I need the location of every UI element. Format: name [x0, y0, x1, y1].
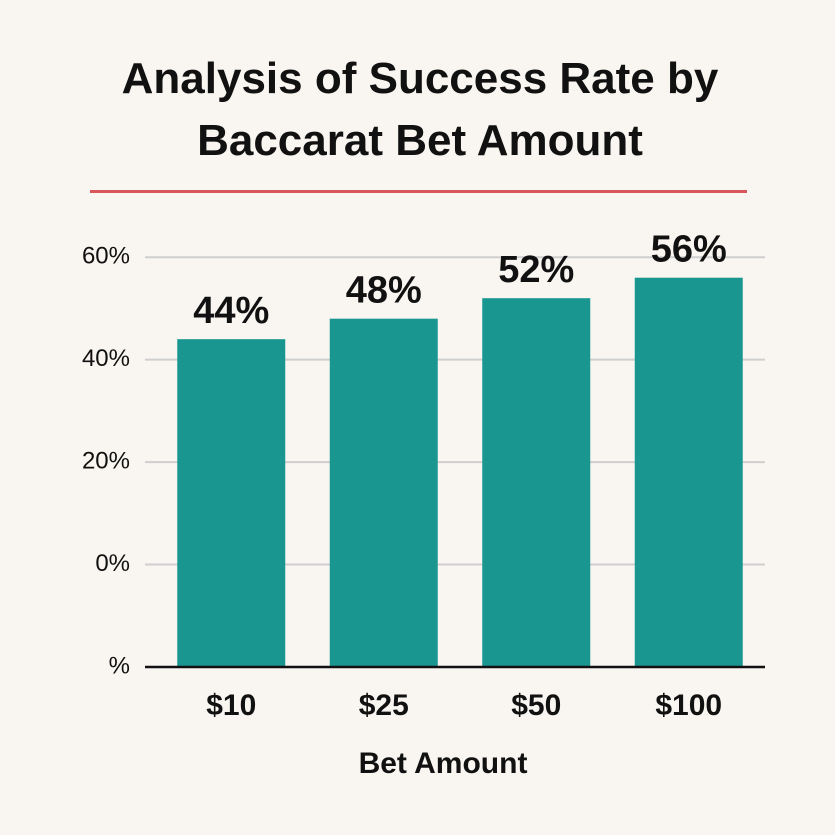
bar	[329, 318, 438, 667]
value-label: 52%	[498, 249, 574, 291]
x-tick-label: $25	[359, 689, 409, 722]
bar	[482, 298, 591, 667]
y-tick-label: 20%	[82, 447, 130, 474]
value-label: 56%	[651, 229, 727, 271]
value-label: 48%	[346, 270, 422, 312]
y-tick-label: 40%	[82, 345, 130, 372]
value-label: 44%	[193, 290, 269, 332]
y-tick-label: %	[109, 652, 130, 679]
y-tick-label: 0%	[95, 550, 130, 577]
x-tick-label: $100	[655, 689, 722, 722]
x-tick-label: $50	[511, 689, 561, 722]
title-rule	[90, 190, 747, 193]
x-axis-label: Bet Amount	[359, 747, 528, 780]
bar	[177, 339, 286, 667]
x-tick-label: $10	[206, 689, 256, 722]
chart-title: Analysis of Success Rate by Baccarat Bet…	[121, 54, 719, 165]
bar	[634, 277, 743, 667]
y-tick-label: 60%	[82, 243, 130, 270]
